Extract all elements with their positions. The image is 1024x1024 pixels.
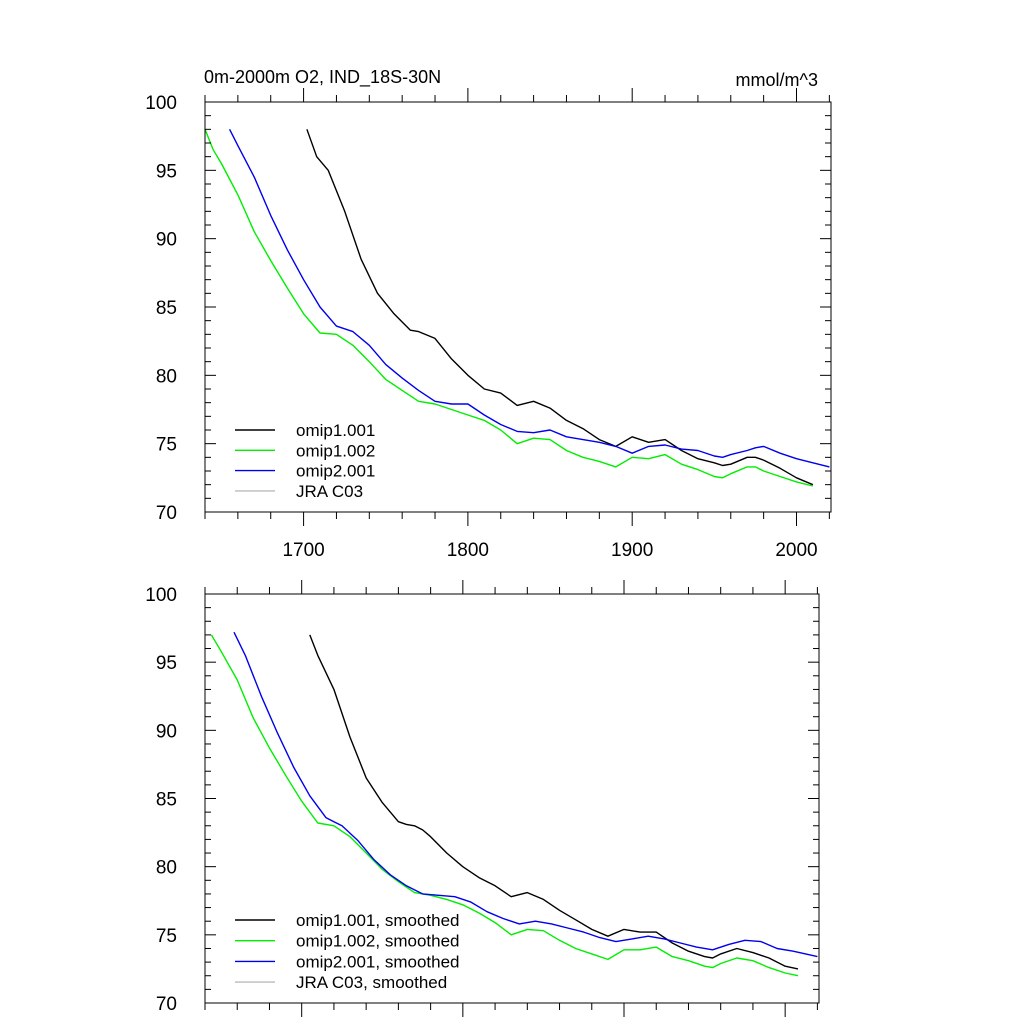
legend-label: omip1.001 (296, 421, 375, 440)
axis-ticks (204, 88, 831, 526)
plot-lines (210, 631, 818, 977)
x-tick-label: 1700 (282, 540, 324, 561)
legend-label: omip2.001 (296, 462, 375, 481)
x-tick-label: 1800 (447, 540, 489, 561)
series-line-1 (306, 129, 814, 486)
y-tick-label: 90 (156, 230, 177, 251)
y-tick-label: 75 (156, 435, 177, 456)
tick-labels: 70 75 80 85 90 95 100 (145, 585, 177, 1015)
y-tick-label: 85 (156, 790, 177, 811)
y-tick-label: 100 (145, 585, 177, 606)
y-tick-label: 90 (156, 721, 177, 742)
x-tick-label: 2000 (775, 540, 817, 561)
plot-frame (204, 101, 832, 513)
y-tick-label: 70 (156, 503, 177, 524)
y-tick-label: 95 (156, 161, 177, 182)
series-line-3 (228, 128, 830, 468)
chart-title: 0m-2000m O2, IND_18S-30N (204, 67, 441, 88)
series-line-2 (204, 129, 814, 487)
x-tick-label: 1900 (611, 540, 653, 561)
y-tick-label: 95 (156, 653, 177, 674)
series-line-3 (233, 631, 818, 958)
series-line-2 (210, 634, 799, 977)
plot-lines (204, 128, 830, 487)
series-line-1 (309, 634, 799, 970)
y-tick-label: 80 (156, 366, 177, 387)
units-label: mmol/m^3 (736, 70, 818, 90)
legend: omip1.001, smoothed omip1.002, smoothedom… (235, 911, 460, 992)
y-tick-label: 80 (156, 858, 177, 879)
legend-label: JRA C03 (296, 482, 363, 501)
legend-label: omip1.001, smoothed (296, 911, 460, 930)
legend-label: omip1.002, smoothed (296, 932, 460, 951)
top-panel: 0m-2000m O2, IND_18S-30N mmol/m^3 70 75 80… (145, 67, 832, 561)
tick-labels: 70 75 80 85 90 95 100 1700 1800 1900 2000 (145, 93, 817, 561)
axis-ticks (204, 580, 819, 1017)
y-tick-label: 75 (156, 926, 177, 947)
legend-label: JRA C03, smoothed (296, 973, 447, 992)
y-tick-label: 85 (156, 298, 177, 319)
legend-label: omip1.002 (296, 441, 375, 460)
legend-label: omip2.001, smoothed (296, 952, 460, 971)
y-tick-label: 70 (156, 994, 177, 1015)
y-tick-label: 100 (145, 93, 177, 114)
plot-frame (204, 593, 820, 1004)
